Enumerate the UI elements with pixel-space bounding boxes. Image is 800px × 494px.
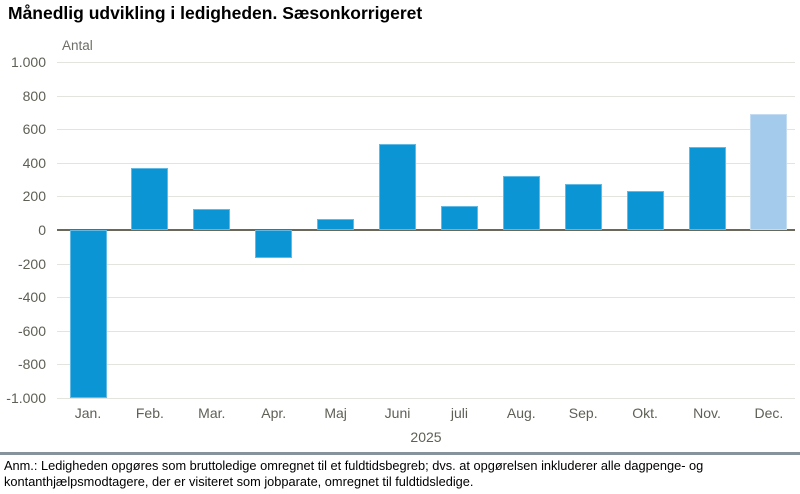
chart-bar-mar — [193, 209, 231, 230]
y-tick-label: 800 — [22, 87, 46, 104]
y-tick-label: -600 — [17, 322, 46, 339]
gridline — [57, 196, 795, 198]
y-tick-label: 200 — [22, 188, 46, 205]
zero-axis-line — [57, 229, 795, 231]
x-tick-label-jan: Jan. — [74, 405, 102, 421]
y-tick-label: -800 — [17, 356, 46, 373]
footer-separator-line — [0, 452, 800, 455]
plot-area — [57, 62, 795, 399]
x-tick-label-mar: Mar. — [198, 405, 226, 421]
x-tick-label-feb: Feb. — [135, 405, 164, 421]
chart-bar-maj — [317, 219, 355, 230]
x-tick-label-dec: Dec. — [754, 405, 784, 421]
x-tick-label-maj: Maj — [324, 405, 347, 421]
gridline — [57, 95, 795, 97]
gridline — [57, 62, 795, 63]
y-tick-label: 600 — [22, 121, 46, 138]
x-tick-label-juni: Juni — [384, 405, 411, 421]
chart-bar-dec — [750, 114, 788, 230]
x-tick-label-okt: Okt. — [632, 405, 658, 421]
gridline — [57, 129, 795, 131]
gridline — [57, 263, 795, 265]
x-tick-label-apr: Apr. — [261, 405, 287, 421]
gridline — [57, 398, 795, 399]
y-tick-label: 0 — [38, 222, 46, 238]
y-tick-label: 1.000 — [10, 54, 46, 70]
chart-bar-sep — [564, 183, 602, 230]
chart-title: Månedlig udvikling i ledigheden. Sæsonko… — [8, 3, 423, 23]
chart-bar-juli — [440, 206, 478, 230]
chart-bar-apr — [255, 230, 293, 258]
y-axis-unit-label: Antal — [62, 38, 93, 53]
y-tick-label: 400 — [22, 154, 46, 171]
chart-bar-jan — [69, 230, 107, 398]
y-tick-label: -1.000 — [6, 390, 46, 406]
y-tick-label: -400 — [17, 289, 46, 306]
gridline — [57, 162, 795, 164]
chart-bar-nov — [688, 146, 726, 230]
x-tick-label-sep: Sep. — [568, 405, 598, 421]
chart-bar-aug — [502, 176, 540, 230]
chart-bar-juni — [379, 144, 416, 230]
chart-bar-okt — [626, 190, 664, 230]
gridline — [57, 330, 795, 332]
x-tick-label-aug: Aug. — [506, 405, 536, 421]
x-axis-year-label: 2025 — [410, 429, 442, 445]
gridline — [57, 364, 795, 366]
chart-bar-feb — [131, 167, 169, 230]
x-tick-label-nov: Nov. — [693, 405, 721, 421]
y-axis-tick-labels: 1.000 800 600 400 200 0 -200 -400 -600 -800 -1.000 — [0, 0, 46, 494]
footnote-text: Anm.: Ledigheden opgøres som bruttoledig… — [4, 458, 704, 489]
gridline — [57, 297, 795, 299]
x-tick-label-juli: juli — [450, 405, 468, 421]
y-tick-label: -200 — [17, 255, 46, 272]
